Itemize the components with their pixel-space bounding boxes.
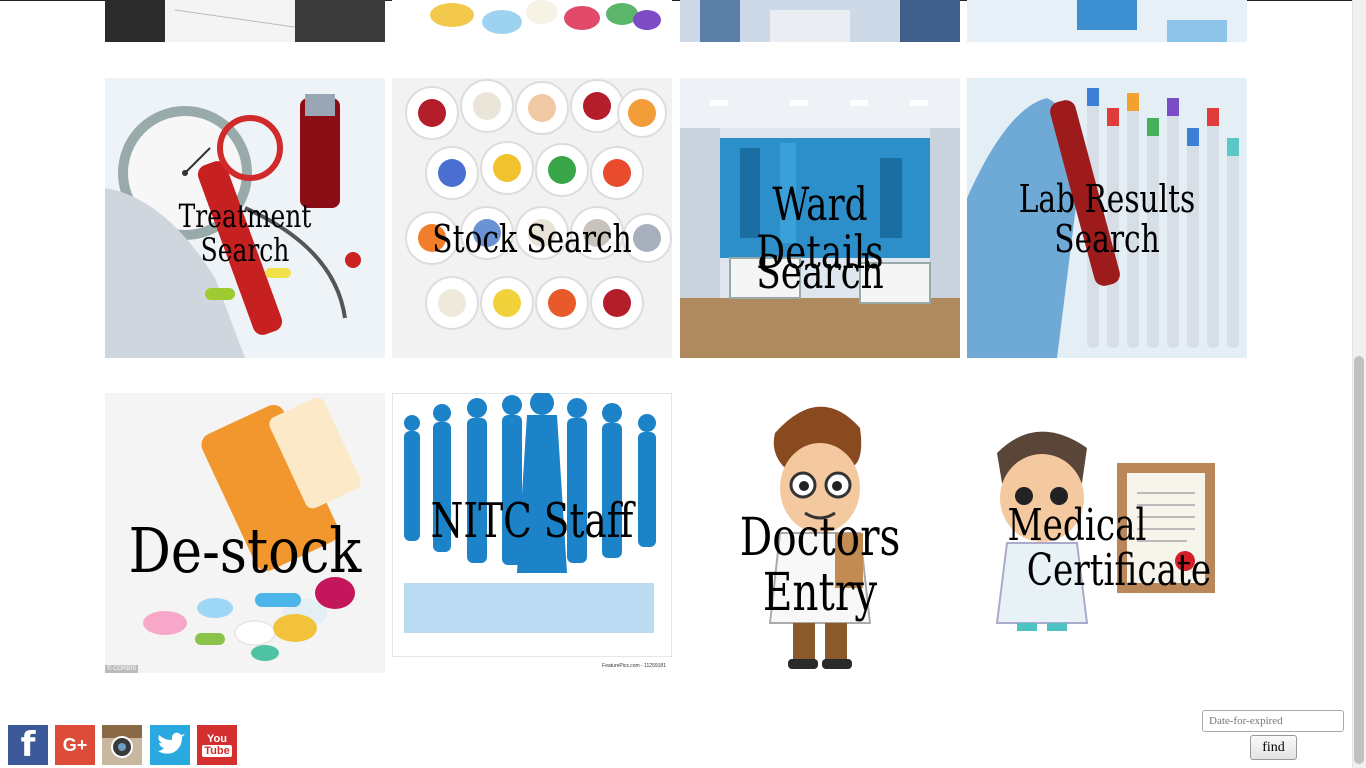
lab-strip-image xyxy=(967,0,1247,42)
stock-search-tile[interactable]: Stock Search xyxy=(392,78,672,358)
de-stock-tile[interactable]: © CORBIS De-stock xyxy=(105,393,385,673)
youtube-line2: Tube xyxy=(202,745,232,757)
pills-strip-image xyxy=(392,0,672,42)
instagram-icon[interactable] xyxy=(102,725,142,765)
pills-strip-tile[interactable] xyxy=(392,0,672,42)
treatment-search-tile[interactable]: Treatment Search xyxy=(105,78,385,358)
ward-details-line1: Ward Details xyxy=(756,177,884,280)
doctors-entry-label: Doctors Entry xyxy=(739,508,901,623)
corbis-credit: © CORBIS xyxy=(105,665,139,673)
date-for-expired-input[interactable] xyxy=(1202,710,1344,732)
youtube-icon[interactable]: You Tube xyxy=(197,725,237,765)
de-stock-label: De-stock xyxy=(128,514,362,587)
twitter-icon[interactable] xyxy=(150,725,190,765)
ward-details-line2: Search xyxy=(756,245,884,299)
doctors-entry-tile[interactable]: Doctors Entry xyxy=(680,393,960,673)
camera-icon xyxy=(102,725,142,765)
youtube-line1: You xyxy=(207,733,227,745)
medical-line1: Medical xyxy=(1007,500,1147,551)
top-divider xyxy=(0,0,1352,1)
lab-results-search-tile[interactable]: Lab Results Search xyxy=(967,78,1247,358)
featurepics-credit: FeaturePics.com - 11259181 xyxy=(602,663,666,669)
medical-line2: Certificate xyxy=(1026,545,1212,596)
staff-silhouettes-icon xyxy=(392,393,672,673)
certificate-doctor-icon xyxy=(967,393,1247,673)
lab-strip-tile[interactable] xyxy=(967,0,1247,42)
scrollbar-thumb[interactable] xyxy=(1354,356,1364,764)
lab-results-search-label: Lab Results Search xyxy=(1018,177,1196,261)
pill-bowls-icon xyxy=(392,78,672,358)
hospital-strip-tile[interactable] xyxy=(680,0,960,42)
find-button[interactable]: find xyxy=(1250,735,1297,760)
stock-search-label: Stock Search xyxy=(432,217,632,261)
google-plus-icon[interactable]: G+ xyxy=(55,725,95,765)
bird-icon xyxy=(150,725,190,765)
google-plus-glyph: G+ xyxy=(62,734,88,755)
blood-pressure-icon xyxy=(105,78,385,358)
hospital-strip-image xyxy=(680,0,960,42)
records-strip-tile[interactable] xyxy=(105,0,385,42)
doctor-cartoon-icon xyxy=(680,393,960,673)
facebook-glyph: f xyxy=(20,725,36,765)
medical-certificate-tile[interactable]: Medical Certificate xyxy=(967,393,1247,673)
facebook-icon[interactable]: f xyxy=(8,725,48,765)
hospital-ward-icon xyxy=(680,78,960,358)
pill-bottle-icon xyxy=(105,393,385,673)
treatment-search-label: Treatment Search xyxy=(178,197,312,269)
test-tubes-icon xyxy=(967,78,1247,358)
records-strip-image xyxy=(105,0,385,42)
nitc-staff-tile[interactable]: FeaturePics.com - 11259181 NITC Staff xyxy=(392,393,672,673)
nitc-staff-label: NITC Staff xyxy=(430,493,634,549)
ward-details-search-tile[interactable]: Ward Details Search xyxy=(680,78,960,358)
